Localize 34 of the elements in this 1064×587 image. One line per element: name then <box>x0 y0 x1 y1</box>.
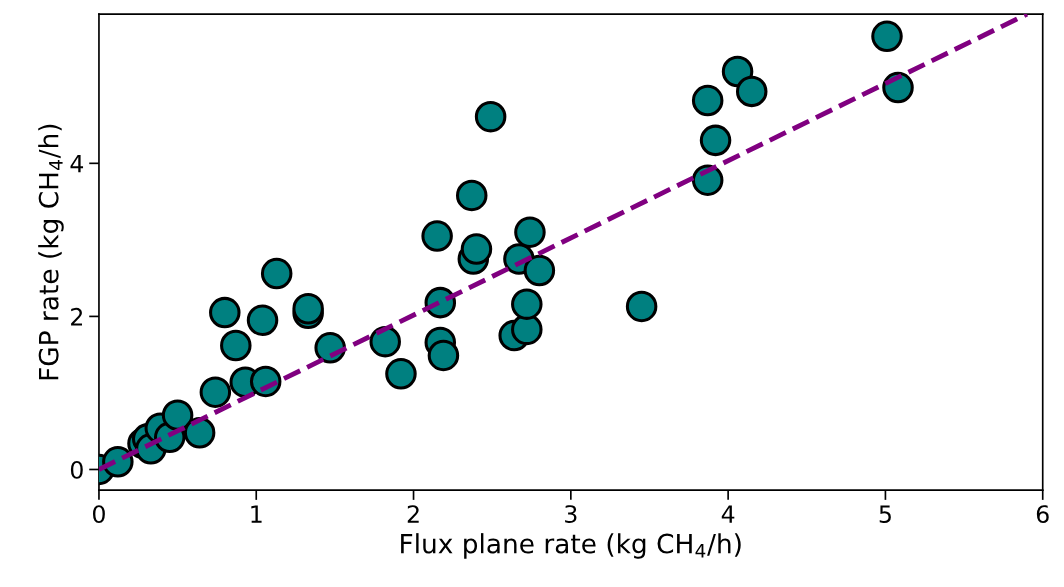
point <box>246 304 279 336</box>
point <box>369 325 401 358</box>
x-tick-label: 1 <box>251 505 262 523</box>
point <box>209 296 241 329</box>
y-axis-title: FGP rate (kg CH$_{4}$/h) <box>38 124 64 380</box>
point <box>699 124 732 157</box>
point <box>691 84 724 117</box>
x-tick-label: 6 <box>1036 505 1049 523</box>
point <box>183 416 216 449</box>
point <box>511 288 543 320</box>
point <box>427 339 460 372</box>
x-axis-title: Flux plane rate (kg CH$_{4}$/h) <box>401 533 741 559</box>
point <box>460 233 493 265</box>
point <box>474 100 507 133</box>
point <box>220 329 252 362</box>
y-tick-label: 4 <box>70 155 84 173</box>
point <box>735 75 768 108</box>
point <box>421 220 453 252</box>
x-tick-label: 2 <box>407 505 419 523</box>
point <box>455 179 488 212</box>
point <box>260 257 293 290</box>
x-tick-label: 0 <box>93 505 105 523</box>
point <box>385 358 417 390</box>
x-tick-label: 3 <box>565 505 577 523</box>
x-tick-label: 5 <box>879 505 891 523</box>
y-tick-label: 0 <box>70 460 83 479</box>
point <box>199 376 232 408</box>
point <box>514 216 546 248</box>
point <box>523 254 556 287</box>
point <box>161 399 194 431</box>
point <box>871 20 903 53</box>
x-tick-label: 4 <box>721 505 735 523</box>
y-tick-label: 2 <box>71 307 82 326</box>
point <box>625 290 658 323</box>
